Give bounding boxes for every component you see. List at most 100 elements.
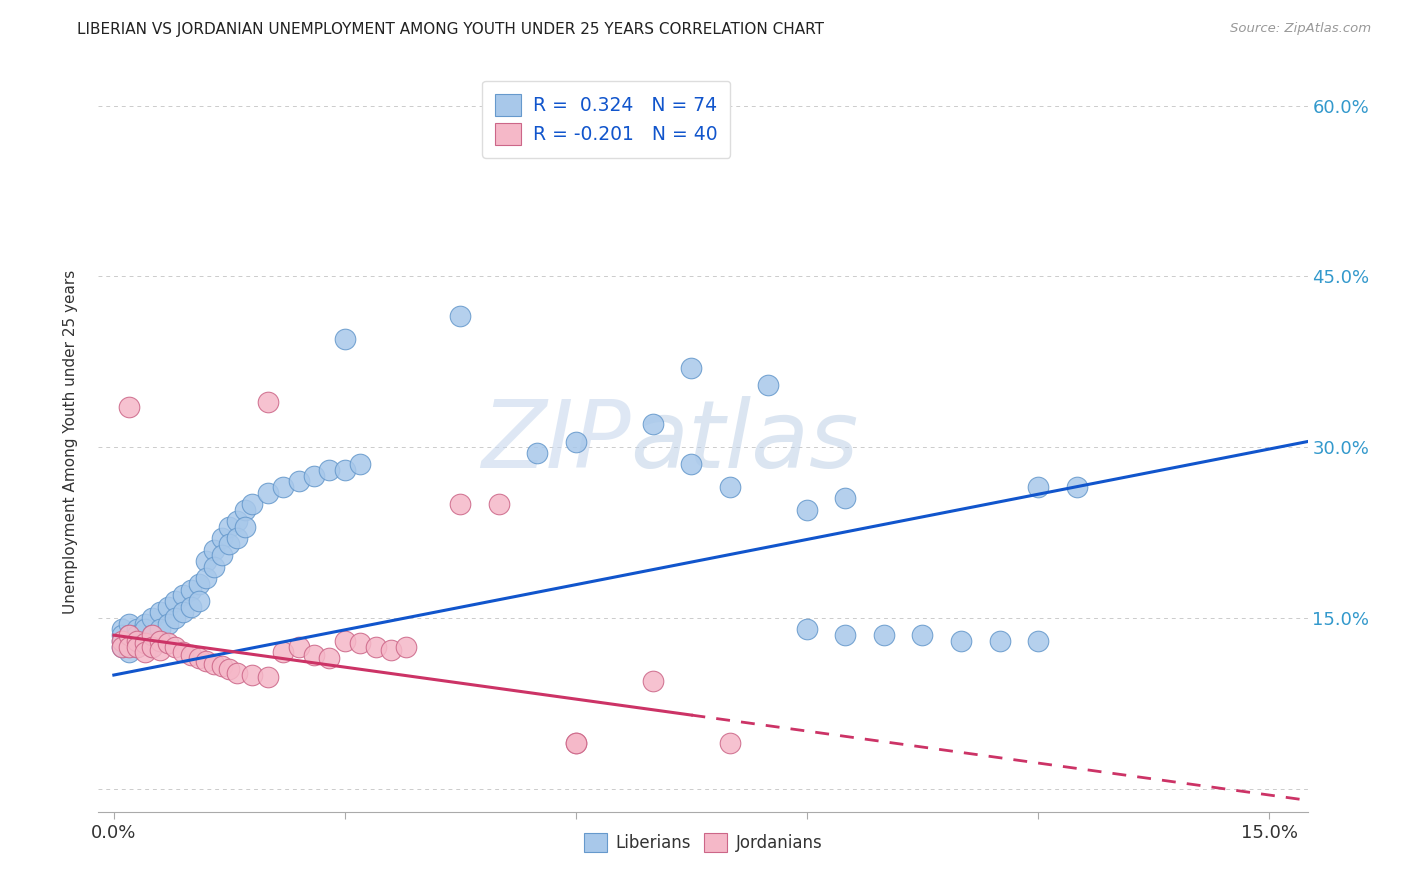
Point [180, 582, 202, 597]
Point [950, 633, 973, 648]
Point [118, 640, 141, 654]
Point [318, 463, 340, 477]
Point [758, 377, 780, 392]
Point [318, 651, 340, 665]
Point [125, 623, 148, 637]
Point [110, 640, 132, 654]
Text: ZIP: ZIP [481, 396, 630, 487]
Point [165, 611, 187, 625]
Point [257, 485, 280, 500]
Point [202, 657, 225, 671]
Text: atlas: atlas [630, 396, 859, 487]
Point [165, 640, 187, 654]
Point [110, 633, 132, 648]
Point [195, 571, 218, 585]
Point [125, 633, 148, 648]
Point [873, 628, 896, 642]
Point [233, 503, 256, 517]
Point [796, 623, 818, 637]
Point [149, 623, 172, 637]
Point [1026, 633, 1049, 648]
Point [333, 332, 356, 346]
Text: LIBERIAN VS JORDANIAN UNEMPLOYMENT AMONG YOUTH UNDER 25 YEARS CORRELATION CHART: LIBERIAN VS JORDANIAN UNEMPLOYMENT AMONG… [77, 22, 824, 37]
Point [218, 537, 240, 551]
Point [911, 628, 934, 642]
Point [834, 628, 856, 642]
Point [118, 645, 141, 659]
Point [287, 640, 309, 654]
Point [156, 599, 179, 614]
Point [211, 549, 233, 563]
Point [118, 628, 141, 642]
Point [134, 623, 156, 637]
Point [141, 611, 163, 625]
Point [125, 633, 148, 648]
Point [380, 643, 402, 657]
Point [718, 480, 741, 494]
Point [287, 475, 309, 489]
Point [149, 606, 172, 620]
Point [257, 394, 280, 409]
Point [134, 633, 156, 648]
Point [165, 594, 187, 608]
Point [118, 401, 141, 415]
Point [195, 554, 218, 568]
Point [233, 520, 256, 534]
Legend: Liberians, Jordanians: Liberians, Jordanians [576, 826, 830, 859]
Point [180, 648, 202, 662]
Point [565, 736, 588, 750]
Point [364, 640, 387, 654]
Point [488, 497, 510, 511]
Point [156, 636, 179, 650]
Point [187, 577, 209, 591]
Point [187, 594, 209, 608]
Point [110, 628, 132, 642]
Point [125, 640, 148, 654]
Point [257, 670, 280, 684]
Point [681, 360, 703, 375]
Y-axis label: Unemployment Among Youth under 25 years: Unemployment Among Youth under 25 years [63, 269, 77, 614]
Point [834, 491, 856, 506]
Point [195, 654, 218, 668]
Point [110, 623, 132, 637]
Point [149, 633, 172, 648]
Point [796, 503, 818, 517]
Point [242, 497, 264, 511]
Point [1026, 480, 1049, 494]
Point [565, 434, 588, 449]
Point [172, 588, 194, 602]
Point [187, 651, 209, 665]
Point [226, 665, 249, 680]
Point [180, 599, 202, 614]
Point [565, 736, 588, 750]
Point [141, 628, 163, 642]
Point [149, 643, 172, 657]
Point [110, 640, 132, 654]
Point [526, 446, 548, 460]
Point [449, 310, 471, 324]
Point [172, 606, 194, 620]
Point [149, 633, 172, 648]
Point [641, 417, 664, 432]
Point [988, 633, 1011, 648]
Point [641, 673, 664, 688]
Point [1066, 480, 1088, 494]
Point [349, 458, 371, 472]
Point [172, 645, 194, 659]
Point [125, 628, 148, 642]
Point [156, 616, 179, 631]
Point [271, 645, 294, 659]
Point [141, 640, 163, 654]
Point [349, 636, 371, 650]
Point [218, 662, 240, 676]
Point [134, 645, 156, 659]
Point [211, 659, 233, 673]
Point [226, 514, 249, 528]
Point [134, 636, 156, 650]
Point [118, 616, 141, 631]
Point [302, 468, 325, 483]
Point [271, 480, 294, 494]
Point [449, 497, 471, 511]
Point [110, 633, 132, 648]
Point [125, 640, 148, 654]
